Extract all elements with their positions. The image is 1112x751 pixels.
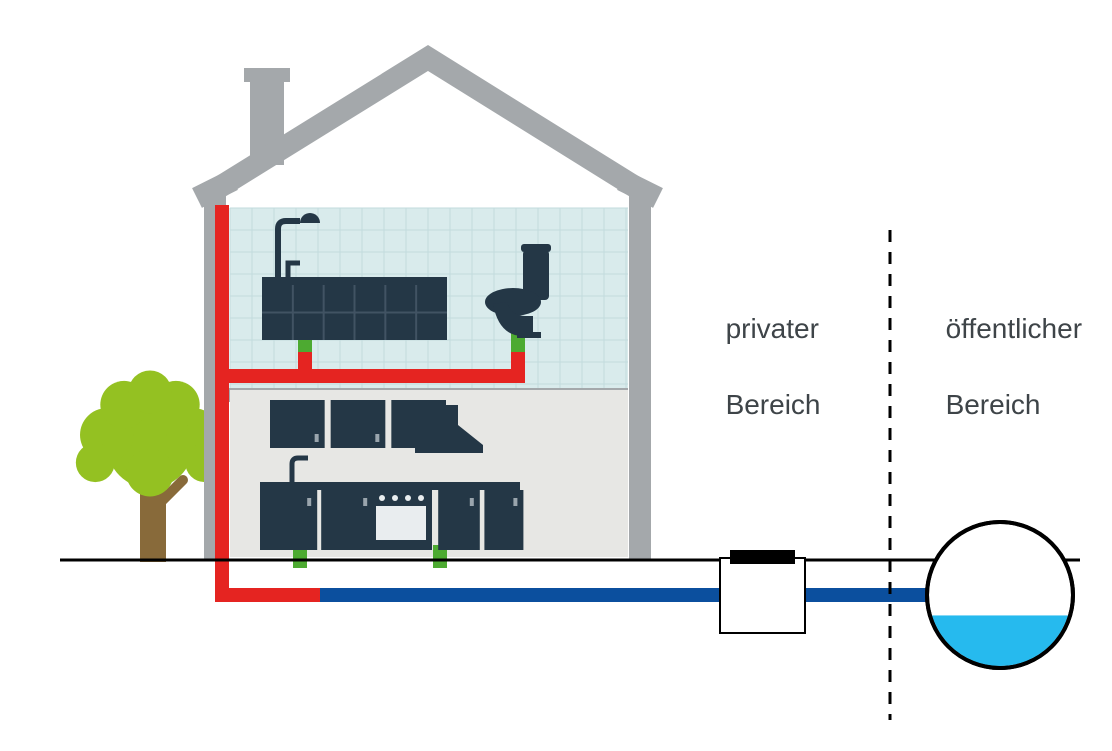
tree-icon bbox=[76, 370, 224, 562]
public-label-line1: öffentlicher bbox=[946, 313, 1082, 344]
public-area-label: öffentlicher Bereich bbox=[930, 272, 1082, 424]
private-label-line1: privater bbox=[726, 313, 819, 344]
diagram-stage: privater Bereich öffentlicher Bereich bbox=[0, 0, 1112, 746]
private-label-line2: Bereich bbox=[726, 389, 821, 420]
sewer-main-icon bbox=[927, 522, 1073, 746]
private-area-label: privater Bereich bbox=[710, 272, 821, 424]
public-label-line2: Bereich bbox=[946, 389, 1041, 420]
inspection-chamber-icon bbox=[720, 550, 805, 633]
